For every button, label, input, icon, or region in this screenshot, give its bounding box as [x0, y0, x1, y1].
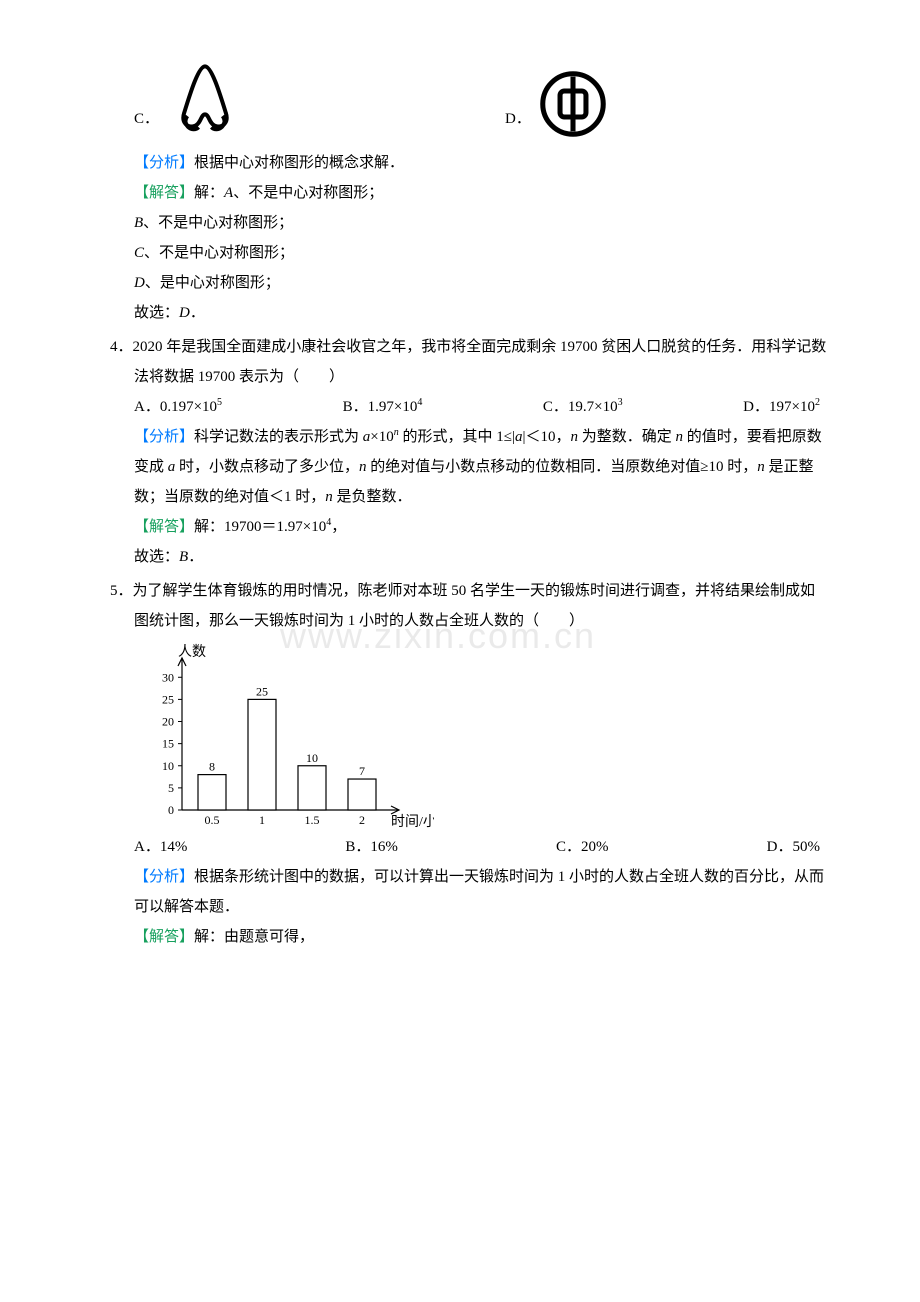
q4-f-n5: n — [757, 459, 765, 475]
q3-ital-d: D — [134, 275, 145, 291]
q5-stem: 5．为了解学生体育锻炼的用时情况，陈老师对本班 50 名学生一天的锻炼时间进行调… — [110, 576, 830, 636]
option-c-label: C． — [134, 104, 159, 134]
q3-line-d: 、是中心对称图形； — [145, 275, 280, 291]
q4-j-tail: ， — [331, 519, 346, 535]
q3-answer-letter: D — [179, 305, 190, 321]
q4-f-n4: n — [359, 459, 367, 475]
svg-text:2: 2 — [359, 813, 365, 827]
option-d-label: D． — [505, 104, 531, 134]
q3-line-a: 、不是中心对称图形； — [233, 185, 383, 201]
svg-text:时间/小时: 时间/小时 — [391, 814, 434, 830]
q3-guxuan: 故选： — [134, 305, 179, 321]
q4-f-n2: n — [571, 429, 579, 445]
q4-opt-d-sup: 2 — [815, 397, 820, 408]
svg-text:10: 10 — [306, 751, 318, 765]
q3-line-c: 、不是中心对称图形； — [144, 245, 294, 261]
q4-f-n3: n — [676, 429, 684, 445]
changan-logo-icon — [165, 60, 245, 140]
svg-text:20: 20 — [162, 715, 174, 729]
q4-j-t: 解：19700＝1.97×10 — [194, 519, 326, 535]
svg-text:0: 0 — [168, 803, 174, 817]
q3-line-b-row: B、不是中心对称图形； — [134, 208, 830, 238]
q4-f-t2: 的形式，其中 1≤| — [399, 429, 515, 445]
q3-ital-b: B — [134, 215, 143, 231]
fenxi-tag: 【分析】 — [134, 155, 194, 171]
q4-f-t5: 时，小数点移动了多少位， — [175, 459, 359, 475]
q4-f-t6: 的绝对值与小数点移动的位数相同．当原数绝对值≥10 时， — [367, 459, 758, 475]
q4-f-t1: 科学记数法的表示形式为 — [194, 429, 363, 445]
q5-analysis: 【分析】根据条形统计图中的数据，可以计算出一天锻炼时间为 1 小时的人数占全班人… — [134, 862, 830, 922]
q3-analysis: 【分析】根据中心对称图形的概念求解． — [134, 148, 830, 178]
q4-opt-c-sup: 3 — [618, 397, 623, 408]
q4-opt-c-text: C．19.7×10 — [543, 399, 618, 415]
jieda-tag: 【解答】 — [134, 929, 194, 945]
q3-period: ． — [190, 305, 205, 321]
q4-f-t2b: |＜10， — [523, 429, 571, 445]
q5-jieda: 【解答】解：由题意可得， — [134, 922, 830, 952]
q5-options: A．14% B．16% C．20% D．50% — [134, 832, 820, 862]
q4-jieda: 【解答】解：19700＝1.97×104， — [134, 512, 830, 542]
bank-of-china-logo-icon — [537, 68, 609, 140]
q4-opt-d: D．197×102 — [743, 392, 820, 422]
q4-f-a2: a — [515, 429, 523, 445]
svg-text:7: 7 — [359, 764, 365, 778]
svg-text:5: 5 — [168, 781, 174, 795]
q3-conclusion: 故选：D． — [134, 298, 830, 328]
q4-opt-a-text: A．0.197×10 — [134, 399, 217, 415]
bar-chart: 人数时间/小时 0 5 10 15 20 25 30 8 0.5 25 1 10 1.5 7 2 — [134, 640, 830, 830]
q4-opt-c: C．19.7×103 — [543, 392, 623, 422]
q4-f-m1: ×10 — [370, 429, 393, 445]
q3-fenxi-text: 根据中心对称图形的概念求解． — [194, 155, 404, 171]
q5-opt-d: D．50% — [767, 832, 820, 862]
q5-opt-b: B．16% — [345, 832, 398, 862]
q4-opt-a-sup: 5 — [217, 397, 222, 408]
jieda-tag: 【解答】 — [134, 519, 194, 535]
q5-j-text: 解：由题意可得， — [194, 929, 314, 945]
q5-f-text: 根据条形统计图中的数据，可以计算出一天锻炼时间为 1 小时的人数占全班人数的百分… — [134, 869, 824, 915]
q4-period: ． — [188, 549, 203, 565]
q3-options-cd: C． D． — [134, 60, 830, 140]
svg-text:1.5: 1.5 — [305, 813, 320, 827]
q4-opt-b-text: B．1.97×10 — [343, 399, 418, 415]
q3-line-d-row: D、是中心对称图形； — [134, 268, 830, 298]
svg-text:25: 25 — [256, 684, 268, 698]
svg-text:人数: 人数 — [178, 644, 206, 660]
fenxi-tag: 【分析】 — [134, 429, 194, 445]
svg-text:8: 8 — [209, 760, 215, 774]
q4-opt-b: B．1.97×104 — [343, 392, 423, 422]
q3-line-c-row: C、不是中心对称图形； — [134, 238, 830, 268]
svg-text:25: 25 — [162, 692, 174, 706]
q4-answer: B — [179, 549, 188, 565]
svg-text:10: 10 — [162, 759, 174, 773]
q4-opt-d-text: D．197×10 — [743, 399, 815, 415]
q3-jieda-intro-text: 解： — [194, 185, 224, 201]
q4-number: 4． — [110, 339, 133, 355]
svg-text:15: 15 — [162, 737, 174, 751]
jieda-tag: 【解答】 — [134, 185, 194, 201]
q4-text: 2020 年是我国全面建成小康社会收官之年，我市将全面完成剩余 19700 贫困… — [133, 339, 827, 385]
svg-text:30: 30 — [162, 670, 174, 684]
q4-options: A．0.197×105 B．1.97×104 C．19.7×103 D．197×… — [134, 392, 820, 422]
fenxi-tag: 【分析】 — [134, 869, 194, 885]
q5-opt-c: C．20% — [556, 832, 609, 862]
svg-text:0.5: 0.5 — [205, 813, 220, 827]
q4-opt-a: A．0.197×105 — [134, 392, 222, 422]
q3-line-b: 、不是中心对称图形； — [143, 215, 293, 231]
q5-number: 5． — [110, 583, 133, 599]
svg-text:1: 1 — [259, 813, 265, 827]
q4-conclusion: 故选：B． — [134, 542, 830, 572]
q3-jieda-intro: 【解答】解：A、不是中心对称图形； — [134, 178, 830, 208]
q4-analysis: 【分析】科学记数法的表示形式为 a×10n 的形式，其中 1≤|a|＜10，n … — [134, 422, 830, 512]
q4-stem: 4．2020 年是我国全面建成小康社会收官之年，我市将全面完成剩余 19700 … — [110, 332, 830, 392]
q4-f-n6: n — [325, 489, 333, 505]
q4-f-t8: 是负整数． — [333, 489, 412, 505]
q3-ital-a: A — [224, 185, 233, 201]
q4-guxuan: 故选： — [134, 549, 179, 565]
q5-opt-a: A．14% — [134, 832, 187, 862]
q4-f-t3: 为整数．确定 — [578, 429, 676, 445]
q5-text: 为了解学生体育锻炼的用时情况，陈老师对本班 50 名学生一天的锻炼时间进行调查，… — [133, 583, 816, 629]
q4-opt-b-sup: 4 — [417, 397, 422, 408]
q3-ital-c: C — [134, 245, 144, 261]
